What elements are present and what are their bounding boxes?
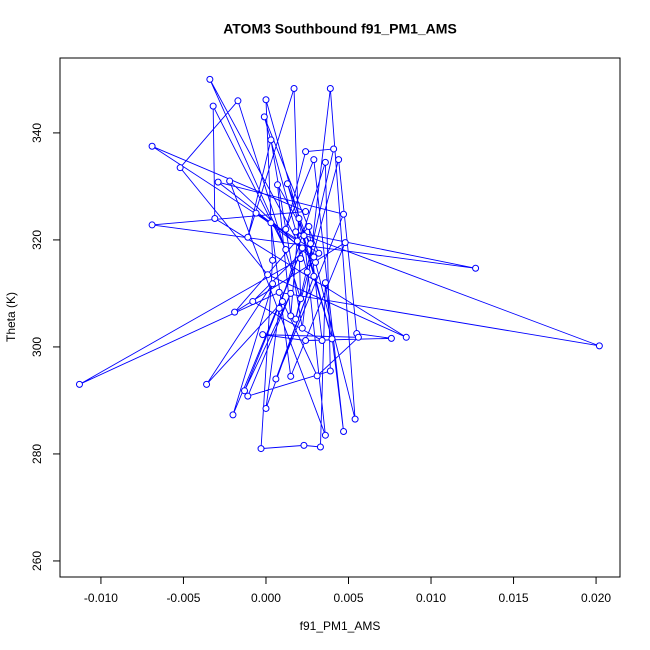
data-point xyxy=(244,392,252,400)
data-point xyxy=(282,246,290,254)
chart-title: ATOM3 Southbound f91_PM1_AMS xyxy=(223,21,457,37)
data-point xyxy=(318,337,326,345)
data-point xyxy=(272,375,280,383)
data-point xyxy=(287,312,295,320)
data-point xyxy=(278,297,286,305)
data-point xyxy=(267,219,275,227)
data-point xyxy=(315,249,323,257)
data-point xyxy=(310,272,318,280)
x-tick-label: -0.010 xyxy=(84,591,118,605)
data-point xyxy=(298,244,306,252)
connecting-line xyxy=(79,79,600,450)
y-tick-label: 280 xyxy=(30,444,44,464)
data-point xyxy=(305,223,313,231)
data-point xyxy=(341,239,349,247)
x-tick-label: 0.005 xyxy=(333,591,363,605)
data-point xyxy=(595,342,603,350)
data-point xyxy=(302,208,310,216)
data-point xyxy=(252,209,260,217)
data-point xyxy=(211,215,219,223)
y-axis-label: Theta (K) xyxy=(4,292,18,342)
data-point xyxy=(321,431,329,439)
data-point xyxy=(229,411,237,419)
y-tick-label: 300 xyxy=(30,337,44,357)
data-point xyxy=(303,268,311,276)
data-point xyxy=(292,228,300,236)
x-axis-label: f91_PM1_AMS xyxy=(300,619,381,633)
data-point xyxy=(75,380,83,388)
data-point xyxy=(206,75,214,83)
data-point xyxy=(335,156,343,164)
x-tick-label: -0.005 xyxy=(166,591,200,605)
data-point xyxy=(209,102,217,110)
data-point xyxy=(249,297,257,305)
data-point xyxy=(302,337,310,345)
y-tick-label: 260 xyxy=(30,551,44,571)
data-point xyxy=(176,164,184,172)
data-point xyxy=(275,304,283,312)
data-point xyxy=(269,280,277,288)
data-point xyxy=(330,145,338,153)
data-point xyxy=(259,331,267,339)
data-point xyxy=(260,113,268,121)
data-point xyxy=(257,445,265,453)
data-point xyxy=(302,148,310,156)
data-point xyxy=(354,333,362,341)
data-point xyxy=(321,158,329,166)
data-point xyxy=(269,256,277,264)
data-point xyxy=(340,210,348,218)
data-point xyxy=(307,240,315,248)
data-point xyxy=(321,279,329,287)
data-point xyxy=(148,142,156,150)
data-point xyxy=(293,237,301,245)
data-point xyxy=(292,315,300,323)
data-point xyxy=(241,387,249,395)
data-point xyxy=(340,427,348,435)
plot-frame xyxy=(59,57,621,578)
data-point xyxy=(262,404,270,412)
x-tick-label: 0.010 xyxy=(416,591,446,605)
data-point xyxy=(264,271,272,279)
data-point xyxy=(316,443,324,451)
data-point xyxy=(351,415,359,423)
data-point xyxy=(275,288,283,296)
data-point xyxy=(472,264,480,272)
data-point xyxy=(287,289,295,297)
data-point xyxy=(298,324,306,332)
x-tick-label: 0.020 xyxy=(581,591,611,605)
data-point xyxy=(313,372,321,380)
data-point xyxy=(328,335,336,343)
data-point xyxy=(214,178,222,186)
data-point xyxy=(326,84,334,92)
data-point xyxy=(282,225,290,233)
data-point xyxy=(234,97,242,105)
data-point xyxy=(148,221,156,229)
data-point xyxy=(290,84,298,92)
x-tick-label: 0.000 xyxy=(251,591,281,605)
data-point xyxy=(287,372,295,380)
y-tick-label: 340 xyxy=(30,123,44,143)
data-point xyxy=(310,253,318,261)
data-point xyxy=(244,233,252,241)
data-point xyxy=(295,215,303,223)
data-point xyxy=(297,255,305,263)
data-point xyxy=(283,180,291,188)
data-point xyxy=(203,380,211,388)
data-point xyxy=(297,295,305,303)
data-point xyxy=(300,232,308,240)
data-point xyxy=(262,96,270,104)
data-point xyxy=(402,333,410,341)
data-point xyxy=(267,136,275,144)
x-tick-label: 0.015 xyxy=(499,591,529,605)
data-point xyxy=(310,156,318,164)
data-point xyxy=(387,334,395,342)
data-point xyxy=(274,181,282,189)
data-point xyxy=(226,177,234,185)
data-point xyxy=(300,441,308,449)
data-point xyxy=(231,308,239,316)
y-tick-label: 320 xyxy=(30,230,44,250)
data-point xyxy=(326,367,334,375)
